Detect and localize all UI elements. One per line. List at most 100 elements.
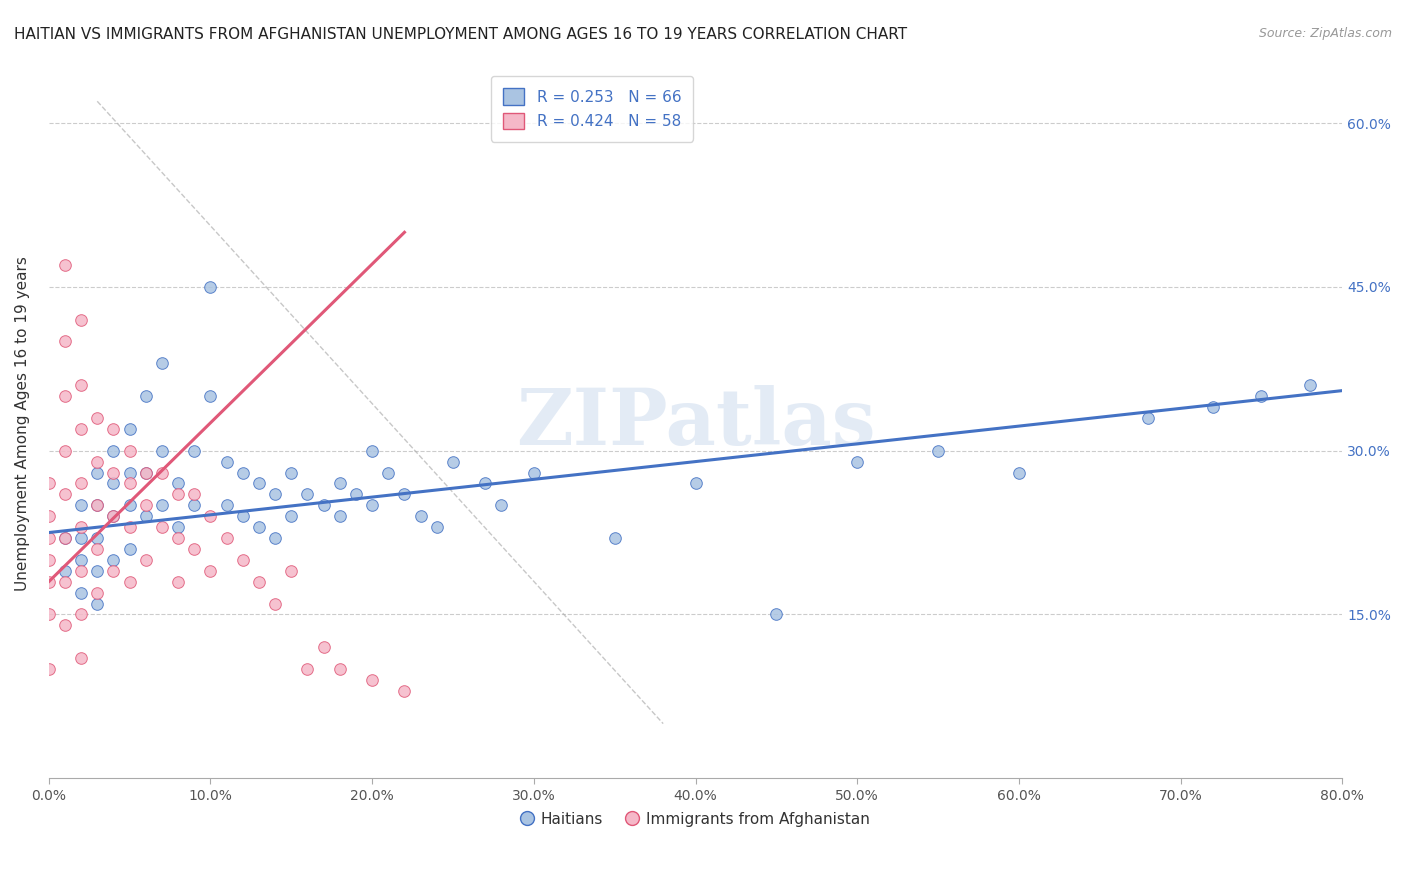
Point: [70, 520, 93, 534]
Point: [103, 466, 125, 480]
Point: [103, 443, 125, 458]
Point: [297, 487, 319, 501]
Point: [264, 597, 287, 611]
Point: [53, 618, 76, 632]
Point: [150, 443, 173, 458]
Point: [361, 443, 384, 458]
Point: [150, 466, 173, 480]
Point: [312, 498, 335, 512]
Point: [765, 607, 787, 622]
Point: [1250, 389, 1272, 403]
Point: [118, 476, 141, 491]
Point: [103, 564, 125, 578]
Point: [53, 531, 76, 545]
Point: [70, 585, 93, 599]
Point: [38, 553, 60, 567]
Point: [70, 531, 93, 545]
Point: [86, 541, 108, 556]
Point: [118, 443, 141, 458]
Point: [280, 509, 302, 524]
Point: [70, 553, 93, 567]
Point: [200, 509, 222, 524]
Point: [103, 422, 125, 436]
Point: [1137, 411, 1160, 425]
Point: [344, 487, 367, 501]
Point: [103, 476, 125, 491]
Point: [135, 498, 157, 512]
Point: [53, 487, 76, 501]
Point: [86, 498, 108, 512]
Point: [247, 574, 270, 589]
Point: [1299, 378, 1322, 392]
Point: [118, 422, 141, 436]
Point: [135, 466, 157, 480]
Point: [70, 651, 93, 665]
Point: [264, 487, 287, 501]
Point: [70, 564, 93, 578]
Point: [247, 520, 270, 534]
Point: [280, 466, 302, 480]
Point: [167, 520, 190, 534]
Point: [70, 422, 93, 436]
Point: [135, 389, 157, 403]
Point: [53, 564, 76, 578]
Point: [167, 531, 190, 545]
Point: [135, 466, 157, 480]
Point: [150, 498, 173, 512]
Point: [183, 487, 205, 501]
Y-axis label: Unemployment Among Ages 16 to 19 years: Unemployment Among Ages 16 to 19 years: [15, 256, 30, 591]
Point: [264, 531, 287, 545]
Point: [53, 389, 76, 403]
Point: [86, 585, 108, 599]
Point: [167, 487, 190, 501]
Point: [394, 684, 416, 698]
Point: [200, 389, 222, 403]
Point: [86, 597, 108, 611]
Point: [232, 509, 254, 524]
Point: [409, 509, 432, 524]
Point: [135, 553, 157, 567]
Point: [312, 640, 335, 655]
Point: [183, 498, 205, 512]
Point: [70, 312, 93, 326]
Point: [183, 443, 205, 458]
Point: [183, 541, 205, 556]
Point: [38, 607, 60, 622]
Point: [394, 487, 416, 501]
Point: [232, 553, 254, 567]
Point: [70, 498, 93, 512]
Text: ZIPatlas: ZIPatlas: [516, 385, 876, 461]
Point: [86, 531, 108, 545]
Point: [150, 356, 173, 370]
Point: [118, 466, 141, 480]
Point: [167, 574, 190, 589]
Point: [1008, 466, 1031, 480]
Point: [377, 466, 399, 480]
Point: [426, 520, 449, 534]
Point: [38, 531, 60, 545]
Point: [150, 520, 173, 534]
Point: [118, 498, 141, 512]
Point: [70, 378, 93, 392]
Point: [38, 662, 60, 676]
Point: [297, 662, 319, 676]
Point: [118, 574, 141, 589]
Text: Source: ZipAtlas.com: Source: ZipAtlas.com: [1258, 27, 1392, 40]
Point: [38, 509, 60, 524]
Point: [70, 607, 93, 622]
Point: [1202, 400, 1225, 414]
Point: [215, 531, 238, 545]
Point: [53, 574, 76, 589]
Point: [329, 662, 352, 676]
Point: [215, 454, 238, 468]
Legend: Haitians, Immigrants from Afghanistan: Haitians, Immigrants from Afghanistan: [513, 805, 877, 834]
Point: [603, 531, 626, 545]
Point: [38, 574, 60, 589]
Point: [329, 476, 352, 491]
Point: [86, 466, 108, 480]
Point: [491, 498, 513, 512]
Point: [247, 476, 270, 491]
Point: [86, 498, 108, 512]
Point: [38, 476, 60, 491]
Text: HAITIAN VS IMMIGRANTS FROM AFGHANISTAN UNEMPLOYMENT AMONG AGES 16 TO 19 YEARS CO: HAITIAN VS IMMIGRANTS FROM AFGHANISTAN U…: [14, 27, 907, 42]
